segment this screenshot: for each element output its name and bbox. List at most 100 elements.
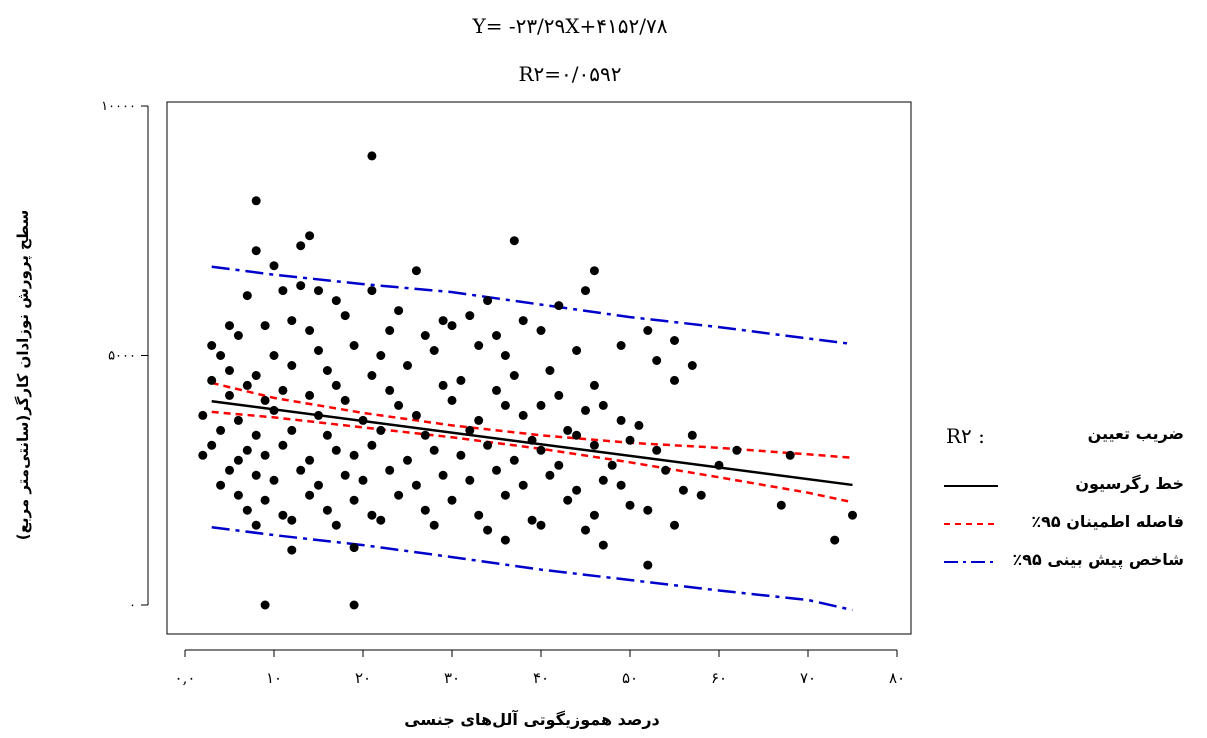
data-point (394, 490, 404, 500)
data-point (349, 495, 359, 505)
data-point (483, 440, 493, 450)
data-point (340, 395, 350, 405)
data-point (251, 430, 261, 440)
data-point (394, 306, 404, 316)
data-point (251, 196, 261, 206)
data-point (233, 455, 243, 465)
data-point (349, 600, 359, 610)
data-point (465, 425, 475, 435)
data-point (269, 405, 279, 415)
data-point (536, 326, 546, 335)
data-point (429, 520, 439, 530)
data-point (420, 505, 430, 515)
data-point (367, 151, 377, 161)
data-point (616, 480, 626, 490)
x-tick-label: ۴۰ (533, 669, 549, 687)
data-point (349, 450, 359, 460)
data-point (242, 291, 252, 301)
legend-prediction-label: شاخص پیش بینی ۹۵٪ (1012, 550, 1184, 569)
data-point (376, 515, 386, 525)
data-point (830, 535, 840, 545)
data-point (207, 341, 217, 350)
data-point (269, 261, 279, 271)
data-point (287, 316, 297, 326)
data-point (492, 385, 501, 395)
legend-prediction-row: شاخص پیش بینی ۹۵٪ (938, 550, 1198, 580)
data-point (545, 470, 555, 480)
data-point (340, 311, 350, 321)
data-point (465, 311, 475, 321)
data-point (670, 375, 679, 385)
scatter-points (198, 151, 857, 610)
data-point (251, 470, 261, 480)
data-point (260, 600, 270, 610)
data-point (616, 415, 626, 425)
data-point (652, 445, 662, 455)
data-point (518, 410, 528, 420)
data-point (572, 485, 582, 495)
data-point (314, 410, 323, 420)
data-point (314, 480, 323, 490)
data-point (581, 525, 590, 535)
data-point (225, 390, 234, 400)
y-axis-title: سطح پرورش نوزادان کارگر(سانتی‌متر مربع) (14, 210, 33, 540)
data-point (287, 361, 297, 370)
data-point (331, 296, 341, 306)
data-point (322, 366, 332, 375)
data-point (687, 361, 697, 370)
data-point (634, 420, 644, 430)
data-point (518, 480, 528, 490)
data-point (447, 321, 457, 331)
data-point (287, 425, 297, 435)
data-point (278, 510, 288, 520)
x-tick-label: ۶۰ (711, 669, 727, 687)
data-point (314, 346, 323, 355)
data-point (198, 410, 208, 420)
y-axis: ۰ ۵۰۰۰ ۱۰۰۰۰ (101, 99, 149, 613)
data-point (589, 380, 599, 390)
data-point (420, 331, 430, 340)
data-point (500, 535, 510, 545)
data-point (500, 351, 510, 360)
legend-regression-label: خط رگرسیون (1075, 474, 1184, 493)
data-point (260, 395, 270, 405)
data-point (572, 346, 582, 355)
data-point (233, 490, 243, 500)
data-point (305, 455, 315, 465)
data-point (269, 475, 279, 485)
x-axis: ۰,۰ ۱۰ ۲۰ ۳۰ ۴۰ ۵۰ ۶۰ ۷۰ ۸۰ (175, 649, 905, 687)
data-point (714, 460, 724, 470)
data-point (438, 316, 448, 326)
data-point (625, 500, 635, 510)
data-point (385, 326, 395, 335)
y-tick-label: ۱۰۰۰۰ (101, 99, 136, 114)
data-point (260, 321, 270, 331)
data-point (598, 540, 608, 550)
data-point (670, 520, 679, 530)
y-tick-label: ۰ (129, 598, 136, 613)
legend-solid-line-icon (944, 485, 998, 487)
data-point (340, 470, 350, 480)
data-point (305, 390, 315, 400)
data-point (242, 380, 252, 390)
data-point (331, 380, 341, 390)
data-point (367, 371, 377, 380)
data-point (429, 346, 439, 355)
data-point (554, 460, 564, 470)
x-tick-label: ۳۰ (444, 669, 460, 687)
data-point (260, 450, 270, 460)
data-point (216, 351, 226, 360)
data-point (661, 465, 671, 475)
data-point (322, 505, 332, 515)
data-point (554, 390, 564, 400)
data-point (563, 425, 573, 435)
data-point (456, 450, 466, 460)
data-point (349, 543, 359, 553)
data-point (403, 455, 412, 465)
data-point (492, 465, 501, 475)
legend: R۲ : ضریب تعیین خط رگرسیون فاصله اطمینان… (938, 416, 1198, 616)
data-point (509, 455, 519, 465)
x-tick-label: ۵۰ (622, 669, 638, 687)
data-point (563, 495, 573, 505)
